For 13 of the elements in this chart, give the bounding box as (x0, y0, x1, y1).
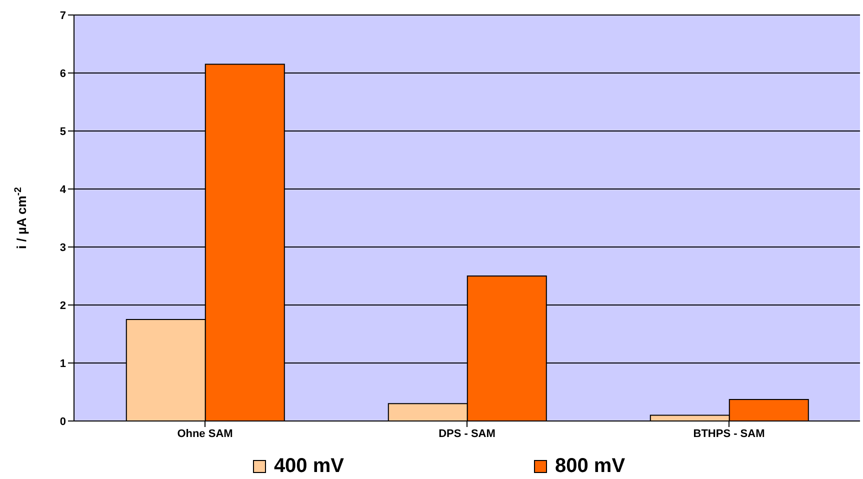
y-tick-label: 6 (60, 68, 66, 80)
x-tick-label: Ohne SAM (177, 428, 233, 440)
y-tick-label: 0 (60, 416, 66, 428)
y-tick-label: 2 (60, 300, 66, 312)
y-tick-label: 4 (60, 184, 67, 196)
y-tick-label: 7 (60, 10, 66, 22)
x-tick-label: DPS - SAM (438, 428, 496, 440)
x-tick-label: BTHPS - SAM (693, 428, 765, 440)
y-tick-label: 3 (60, 242, 66, 254)
legend-label: 800 mV (555, 455, 626, 478)
legend-label: 400 mV (274, 455, 344, 478)
y-tick-label: 1 (60, 358, 66, 370)
y-tick-label: 5 (60, 126, 66, 138)
